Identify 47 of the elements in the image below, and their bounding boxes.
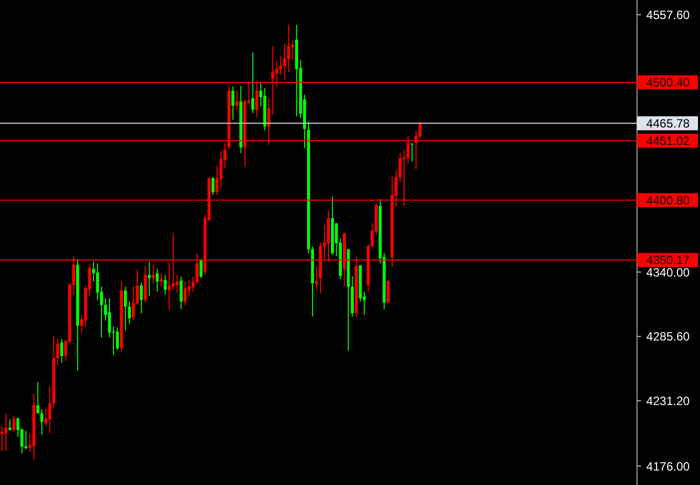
candlestick bbox=[239, 86, 242, 154]
candlestick bbox=[32, 393, 36, 460]
candlestick bbox=[56, 339, 60, 365]
candlestick bbox=[295, 24, 298, 116]
candlestick bbox=[386, 280, 390, 304]
candlestick bbox=[12, 416, 16, 432]
candlestick bbox=[311, 246, 314, 317]
y-tick-label: 4285.60 bbox=[646, 330, 690, 344]
candlestick bbox=[128, 302, 131, 324]
candlestick bbox=[211, 177, 214, 195]
ref-line-label: 4350.17 bbox=[646, 253, 690, 268]
ref-line-label: 4465.78 bbox=[646, 116, 690, 130]
candlestick bbox=[4, 413, 8, 452]
ref-line-label: 4451.02 bbox=[646, 134, 690, 148]
candlestick bbox=[410, 143, 414, 162]
candlestick bbox=[235, 90, 238, 110]
candlestick bbox=[180, 276, 183, 310]
candlestick bbox=[200, 259, 203, 278]
candlestick bbox=[350, 276, 354, 317]
candlestick bbox=[152, 264, 155, 284]
candlestick bbox=[346, 249, 350, 351]
candlestick bbox=[60, 338, 64, 363]
y-tick-label: 4176.00 bbox=[646, 459, 690, 474]
candlestick bbox=[184, 282, 187, 305]
candlestick bbox=[144, 266, 147, 303]
candlestick bbox=[231, 86, 234, 120]
candlestick bbox=[330, 196, 334, 255]
candlestick bbox=[124, 286, 127, 331]
candlestick bbox=[160, 273, 163, 287]
candlestick bbox=[8, 419, 12, 431]
candlestick bbox=[40, 409, 44, 434]
candlestick bbox=[164, 274, 167, 295]
candlestick bbox=[140, 282, 143, 314]
y-tick-label: 4231.20 bbox=[646, 394, 690, 408]
candlestick bbox=[148, 262, 151, 296]
candlestick bbox=[156, 268, 159, 292]
candlestick bbox=[251, 52, 254, 114]
candlestick bbox=[76, 258, 80, 371]
candlestick bbox=[24, 431, 28, 450]
candlestick bbox=[120, 282, 123, 352]
candlestick bbox=[307, 121, 310, 254]
candlestick bbox=[36, 382, 40, 414]
ref-line-label: 4500.40 bbox=[646, 76, 690, 90]
candlestick bbox=[315, 266, 318, 290]
y-tick-label: 4557.60 bbox=[646, 8, 690, 22]
y-tick-label: 4340.00 bbox=[646, 265, 690, 280]
ref-line-label: 4400.80 bbox=[646, 193, 690, 208]
